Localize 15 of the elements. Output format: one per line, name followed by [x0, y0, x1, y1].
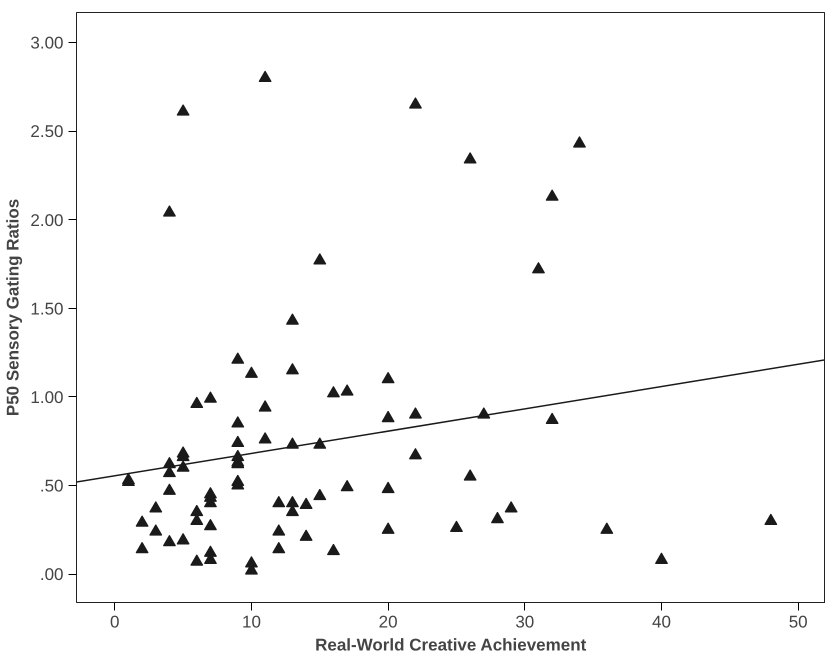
x-tick-label: 0: [110, 612, 120, 632]
y-tick-label: 3.00: [30, 34, 64, 53]
x-tick-label: 20: [378, 612, 398, 632]
x-tick-label: 30: [515, 612, 534, 632]
y-tick-label: .50: [40, 476, 64, 496]
y-tick-label: 2.50: [30, 122, 64, 142]
y-tick-label: 2.00: [30, 210, 64, 230]
x-axis-title: Real-World Creative Achievement: [315, 636, 587, 654]
y-axis-title: P50 Sensory Gating Ratios: [3, 198, 22, 416]
x-tick-label: 40: [652, 612, 671, 632]
x-tick-label: 50: [788, 612, 808, 632]
x-tick-label: 10: [242, 612, 261, 632]
y-tick-label: 1.00: [30, 388, 64, 407]
y-tick-label: 1.50: [30, 299, 64, 318]
y-tick-label: .00: [40, 565, 64, 584]
